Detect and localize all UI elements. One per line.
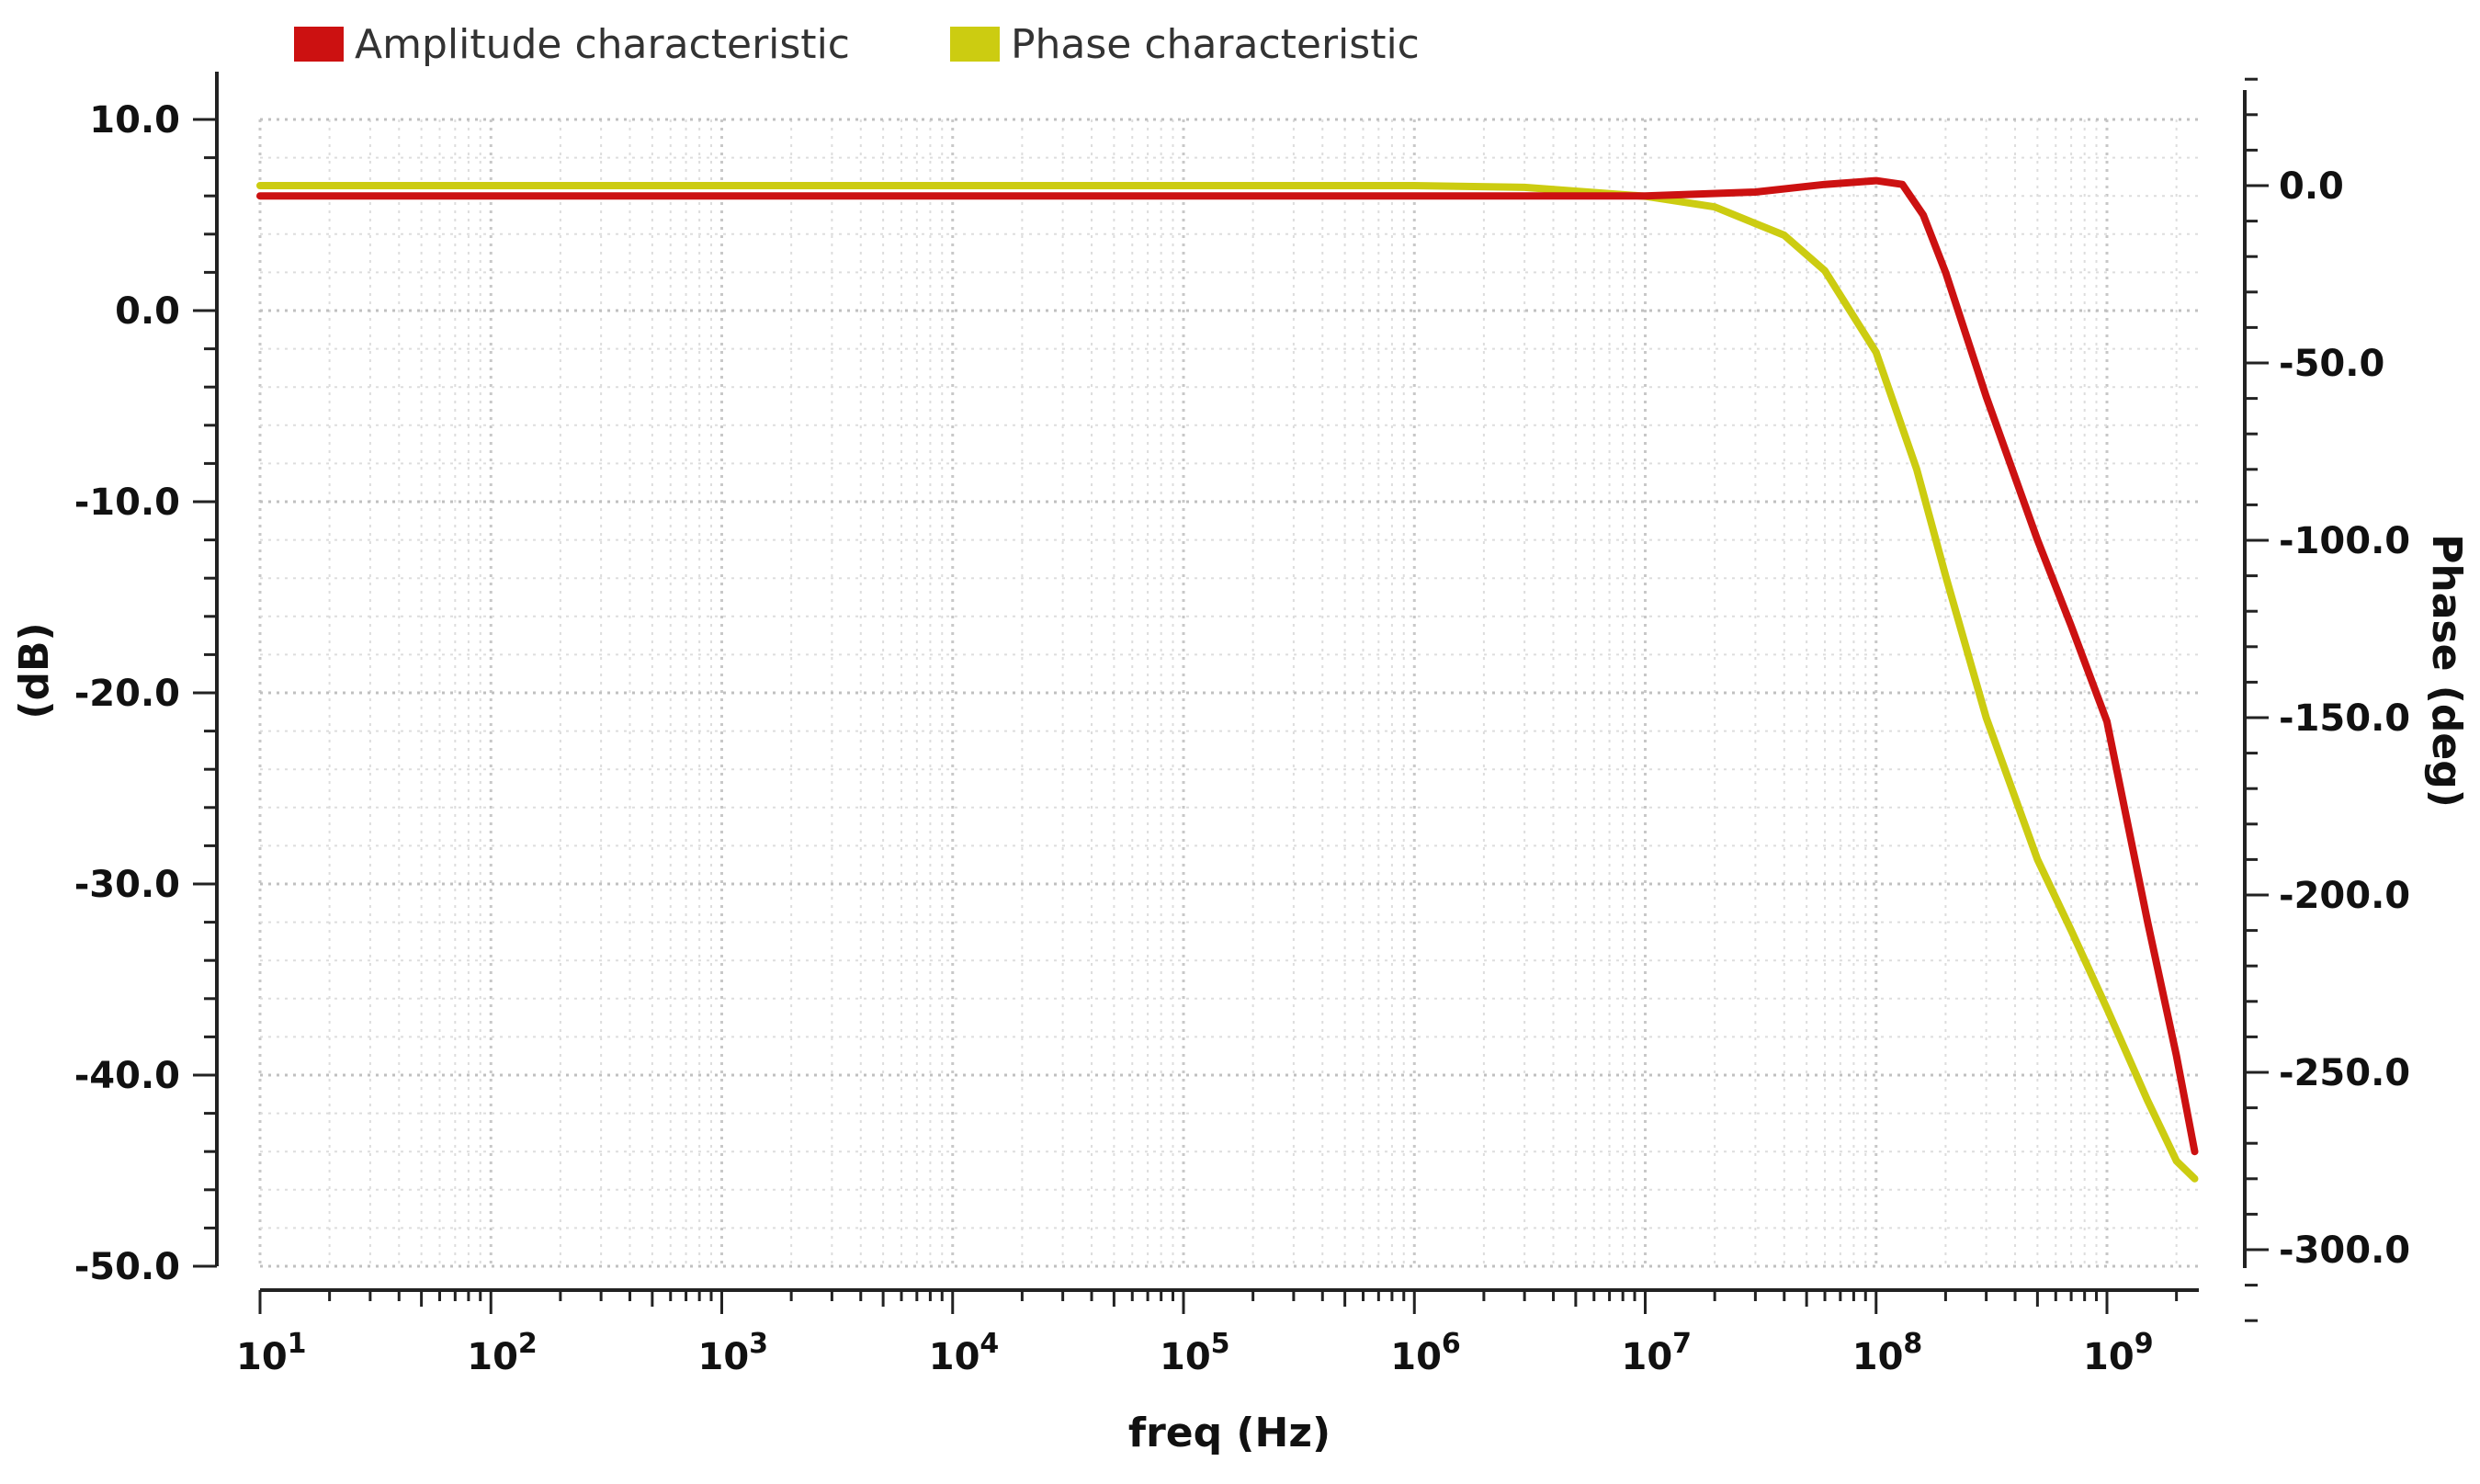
y2-tick-label: 0.0 xyxy=(2279,165,2344,208)
legend-swatch-phase xyxy=(950,27,1000,62)
x-tick-label: 107 xyxy=(1622,1328,1693,1378)
x-tick-label: 108 xyxy=(1852,1328,1923,1378)
y-tick-label: -20.0 xyxy=(74,673,180,715)
series-amplitude-line xyxy=(256,176,2199,1156)
x-tick-label: 105 xyxy=(1160,1328,1230,1378)
axes xyxy=(193,72,2269,1322)
legend-label-phase: Phase characteristic xyxy=(1011,20,1420,68)
y-tick-label: -30.0 xyxy=(74,864,180,906)
grid xyxy=(258,118,2199,1268)
legend-swatch-amplitude xyxy=(294,27,344,62)
y2-tick-label: -100.0 xyxy=(2279,520,2410,562)
y2-tick-label: -300.0 xyxy=(2279,1229,2410,1272)
tick-labels: 10.0 0.0 -10.0 -20.0 -30.0 -40.0 -50.0 0.0 -50.0… xyxy=(74,99,2410,1378)
y2-axis-title: Phase (deg) xyxy=(2423,534,2470,808)
x-tick-label: 104 xyxy=(929,1328,1000,1378)
y2-tick-label: -200.0 xyxy=(2279,875,2410,917)
x-tick-label: 106 xyxy=(1390,1328,1461,1378)
y-tick-label: -10.0 xyxy=(74,481,180,524)
x-tick-label: 102 xyxy=(467,1328,538,1378)
series-phase-line xyxy=(256,182,2199,1183)
y2-tick-label: -50.0 xyxy=(2279,343,2384,385)
y-tick-label: 10.0 xyxy=(89,99,180,142)
legend-label-amplitude: Amplitude characteristic xyxy=(355,20,850,68)
y-tick-label: -50.0 xyxy=(74,1246,180,1288)
y2-tick-label: -150.0 xyxy=(2279,697,2410,740)
x-tick-label: 103 xyxy=(698,1328,769,1378)
y2-tick-label: -250.0 xyxy=(2279,1052,2410,1094)
y-tick-label: 0.0 xyxy=(115,290,180,333)
x-tick-label: 109 xyxy=(2083,1328,2154,1378)
x-axis-title: freq (Hz) xyxy=(1128,1410,1331,1456)
x-tick-label: 101 xyxy=(236,1328,307,1378)
legend-phase[interactable]: Phase characteristic xyxy=(950,17,1420,72)
legend-amplitude[interactable]: Amplitude characteristic xyxy=(294,17,850,72)
y-tick-label: -40.0 xyxy=(74,1055,180,1097)
series-layer xyxy=(256,176,2199,1183)
y-axis-title: (dB) xyxy=(11,622,58,719)
